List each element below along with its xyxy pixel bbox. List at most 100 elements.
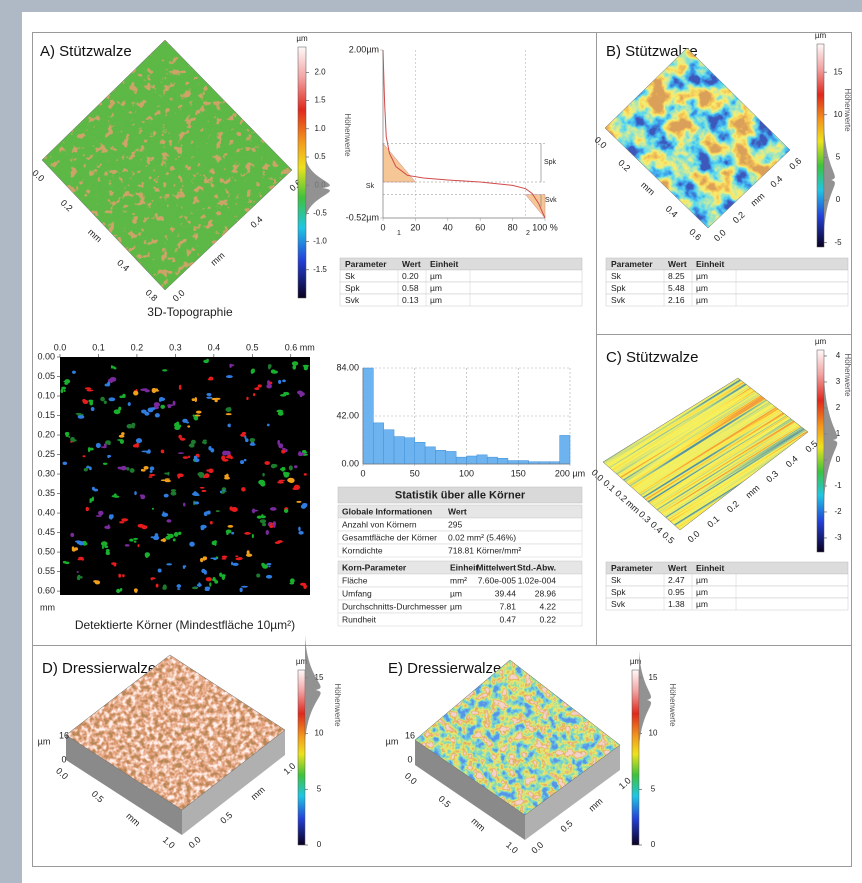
stats-cell: 0.02 mm² (5.46%)	[448, 532, 516, 542]
grain	[260, 482, 265, 487]
grain	[109, 397, 116, 401]
stats-cell: Korndichte	[342, 545, 383, 555]
x-tick-label: 0.4	[208, 342, 221, 352]
annotation: Spk	[544, 159, 557, 166]
grain	[205, 586, 211, 589]
grain	[168, 404, 171, 408]
grain	[65, 562, 70, 564]
caption: Detektierte Körner (Mindestfläche 10µm²)	[75, 618, 295, 632]
stats-header: Std.-Abw.	[517, 562, 556, 572]
grain	[279, 480, 285, 482]
grain	[116, 589, 120, 593]
grain	[283, 472, 286, 476]
grain	[210, 448, 214, 452]
stats-cell: 7.81	[499, 601, 516, 611]
grain	[220, 491, 222, 493]
x-tick-label: 0	[380, 222, 385, 232]
grain	[162, 369, 167, 371]
table-header: Wert	[668, 563, 687, 573]
grain	[192, 492, 199, 496]
annotation: Svk	[545, 197, 557, 204]
grain	[193, 414, 195, 416]
grain	[206, 397, 212, 399]
scale-label: Höhenwerte	[343, 113, 352, 157]
y-tick-label: 0.10	[37, 390, 55, 400]
x-tick-label: 0.2	[131, 342, 144, 352]
y-tick-label: 0.40	[37, 507, 55, 517]
grain	[180, 438, 186, 441]
grain	[122, 574, 125, 577]
grain	[166, 563, 172, 565]
grain	[165, 536, 170, 540]
grain	[287, 478, 294, 482]
grain	[250, 438, 255, 442]
grain	[120, 466, 126, 471]
grain	[268, 566, 270, 568]
grain	[141, 525, 147, 529]
table-cell: Svk	[611, 295, 626, 305]
grain	[85, 387, 91, 389]
z-axis-label: 0	[61, 754, 66, 764]
grain	[226, 529, 232, 533]
grain	[225, 451, 231, 455]
grain	[125, 544, 130, 547]
grain	[118, 407, 121, 411]
grain	[96, 515, 102, 517]
grain	[227, 424, 229, 427]
grain	[136, 438, 142, 443]
colorbar-tick-label: -1	[834, 481, 842, 490]
grain	[284, 509, 288, 513]
grain	[96, 443, 101, 448]
grain	[253, 393, 255, 396]
grain	[244, 532, 251, 535]
panel-title: E) Dressierwalze	[388, 660, 501, 677]
y-tick-label: 2.00µm	[349, 44, 379, 54]
grain	[241, 586, 248, 588]
grain	[167, 534, 170, 536]
grain	[189, 443, 195, 447]
grain	[269, 525, 273, 528]
grain	[108, 524, 110, 529]
stats-cell: µm	[450, 601, 462, 611]
colorbar-tick-label: 10	[649, 729, 658, 738]
colorbar	[817, 44, 824, 247]
table-cell: µm	[430, 295, 442, 305]
stats-cell: 0.47	[499, 614, 516, 624]
table-row	[606, 598, 848, 610]
grain	[207, 393, 212, 396]
z-axis-label: 16	[405, 730, 415, 740]
grain	[177, 584, 182, 588]
grain	[114, 493, 117, 497]
grain	[209, 377, 213, 381]
grain	[280, 468, 286, 471]
table-cell: 5.48	[668, 283, 685, 293]
table-row	[340, 282, 582, 294]
grain	[262, 523, 266, 527]
grain	[164, 494, 169, 498]
grain	[89, 467, 92, 470]
grain	[300, 583, 306, 586]
grain	[117, 439, 123, 441]
grain	[63, 462, 67, 465]
grain	[232, 563, 238, 566]
grain	[150, 474, 155, 476]
table-header: Einheit	[430, 259, 459, 269]
table-header: Wert	[668, 259, 687, 269]
grain	[301, 504, 306, 508]
colorbar-tick-label: 0	[836, 195, 841, 204]
stats-cell: mm²	[450, 575, 467, 585]
scale-label: Höhenwerte	[843, 353, 852, 397]
annotation: 2	[526, 230, 530, 237]
grain	[203, 476, 206, 478]
annotation: Sk	[366, 183, 375, 190]
grain	[178, 532, 181, 535]
grain	[179, 385, 181, 390]
grain	[66, 435, 69, 437]
x-tick-label: 60	[475, 222, 485, 232]
grain	[224, 475, 227, 477]
stats-header: Globale Informationen	[342, 506, 432, 516]
grain	[122, 394, 125, 398]
colorbar	[298, 670, 305, 845]
grain	[298, 531, 303, 535]
figure: A) Stützwalze0.00.2mm0.40.80.0mm0.40.6µm…	[0, 0, 862, 883]
